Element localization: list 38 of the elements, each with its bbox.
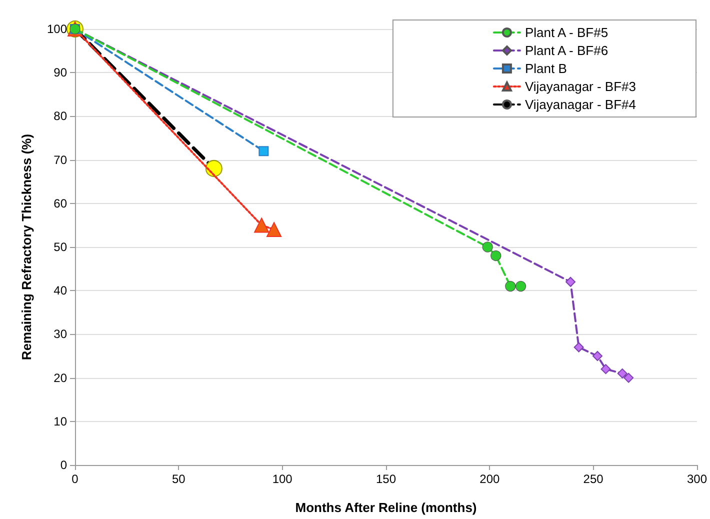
legend-label: Vijayanagar - BF#3: [524, 79, 636, 94]
legend-label: Plant B: [524, 61, 567, 76]
point: [566, 276, 576, 287]
point: [505, 280, 516, 292]
y-tick-label: 10: [54, 414, 68, 428]
point: [254, 218, 270, 233]
point: [574, 342, 584, 352]
y-tick-label: 80: [54, 109, 68, 124]
y-tick-label: 50: [54, 240, 68, 254]
y-tick-label: 70: [54, 152, 68, 167]
x-axis-title: Months After Reline (months): [295, 500, 477, 515]
point: [515, 280, 526, 292]
x-tick-label: 0: [72, 472, 79, 486]
legend-label: Vijayanagar - BF#4: [524, 97, 636, 112]
point: [258, 146, 269, 156]
point: [617, 368, 628, 378]
y-tick-label: 90: [54, 66, 68, 80]
point: [624, 372, 634, 383]
y-tick-label: 100: [46, 22, 68, 36]
x-tick-label: 300: [686, 472, 708, 486]
x-tick-label: 200: [480, 472, 500, 486]
x-tick-label: 150: [376, 472, 396, 486]
y-tick-label: 30: [54, 327, 68, 342]
y-tick-label: 20: [54, 370, 68, 385]
point: [600, 364, 611, 374]
point: [490, 250, 502, 262]
point: [592, 351, 602, 361]
y-tick-label: 60: [54, 196, 68, 210]
y-tick-label: 40: [54, 284, 68, 298]
point: [266, 222, 282, 238]
point: [482, 242, 493, 252]
legend-label: Plant A - BF#5: [524, 25, 608, 40]
y-axis-title: Remaining Refractory Thickness (%): [19, 134, 34, 360]
x-tick-label: 100: [272, 472, 293, 486]
y-tick-label: 0: [60, 458, 68, 472]
x-tick-label: 250: [583, 472, 604, 486]
legend-label: Plant A - BF#6: [524, 43, 608, 58]
x-tick-label: 50: [172, 472, 186, 486]
